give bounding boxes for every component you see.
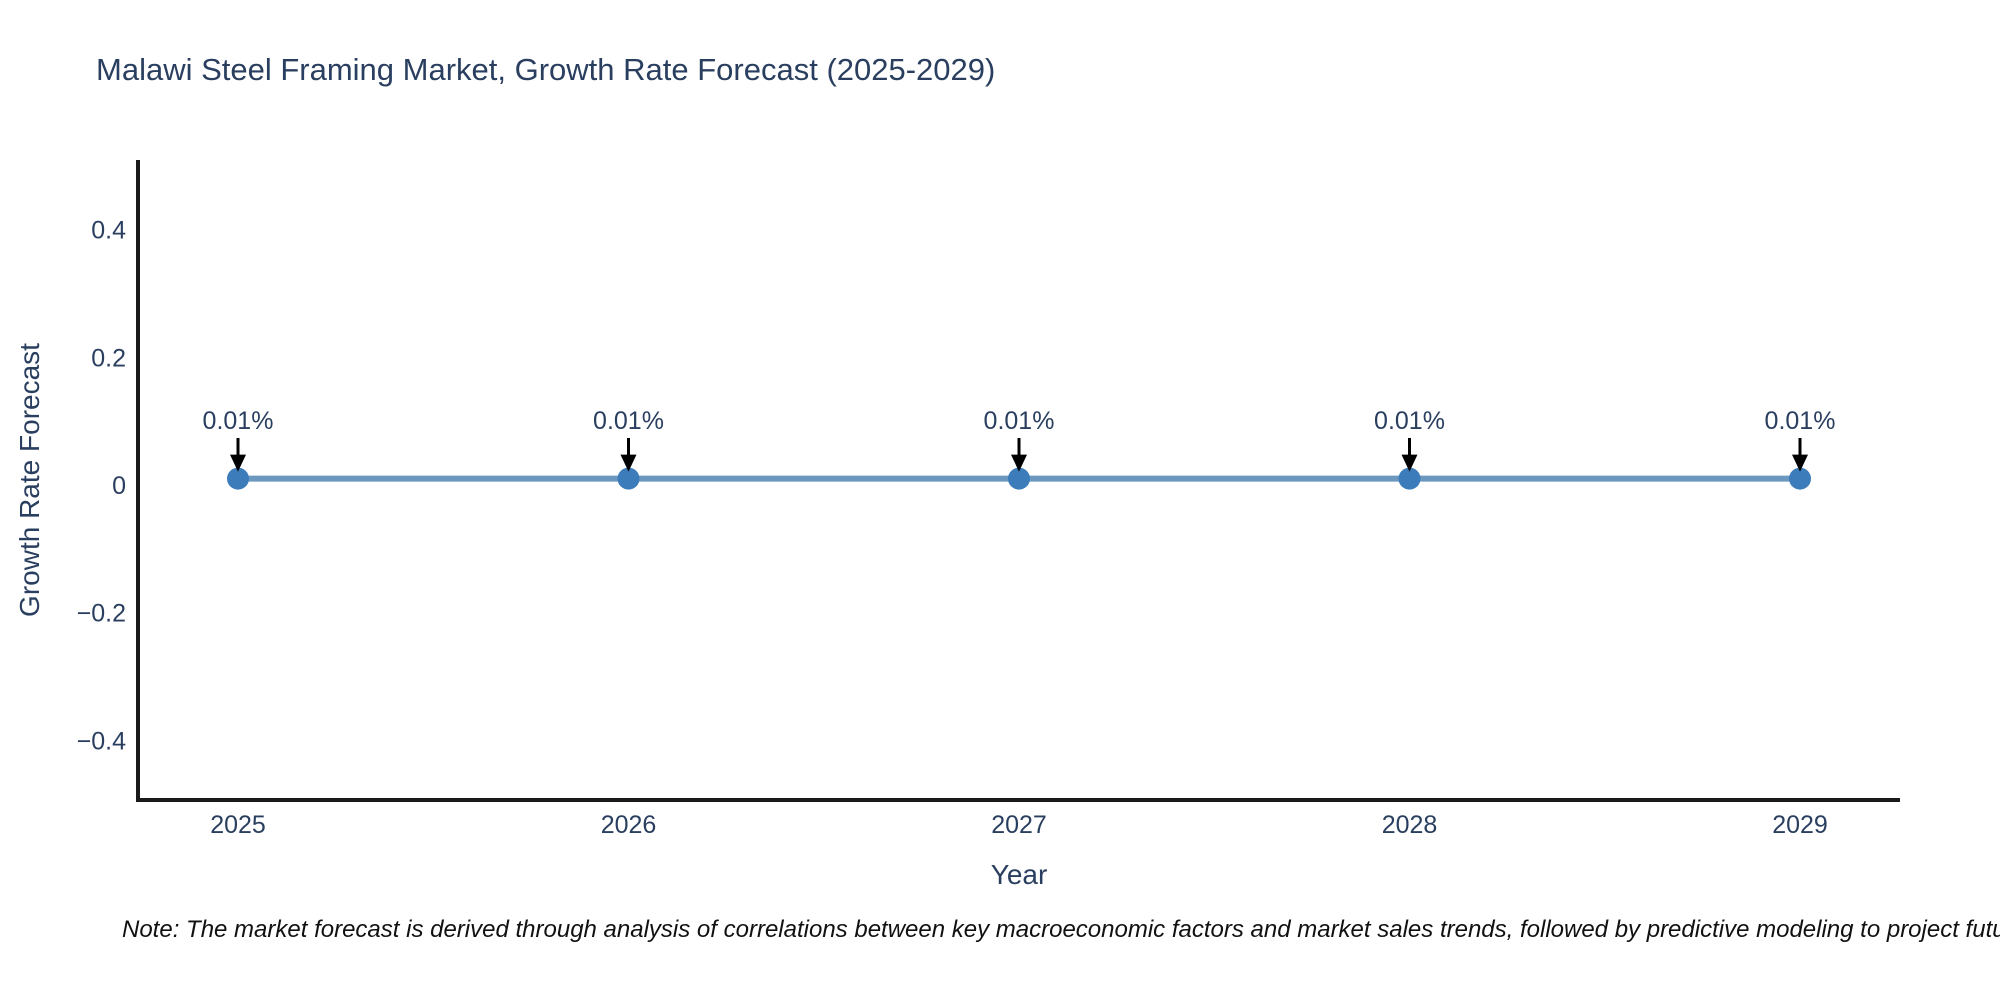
data-point-marker[interactable]: [1789, 467, 1811, 490]
y-tick-label: −0.2: [77, 600, 126, 628]
footnote: Note: The market forecast is derived thr…: [122, 916, 2000, 943]
data-point-marker[interactable]: [617, 467, 640, 490]
annotation-label: 0.01%: [1374, 407, 1445, 435]
y-tick-label: −0.4: [77, 727, 126, 755]
annotation-label: 0.01%: [203, 407, 274, 435]
data-point-marker[interactable]: [1398, 467, 1421, 490]
annotation-arrowhead: [230, 454, 246, 472]
annotation-arrowhead: [1401, 454, 1418, 472]
y-tick-label: 0.4: [91, 217, 126, 245]
x-tick-label: 2026: [601, 811, 657, 839]
data-point-marker[interactable]: [1008, 467, 1030, 490]
chart-title: Malawi Steel Framing Market, Growth Rate…: [96, 52, 996, 87]
x-tick-label: 2025: [210, 811, 266, 839]
x-axis-title: Year: [990, 859, 1048, 890]
axis-lines: [136, 160, 1900, 802]
annotation-arrowhead: [1011, 454, 1027, 472]
x-tick-label: 2027: [991, 811, 1047, 839]
annotation-label: 0.01%: [1765, 407, 1836, 435]
x-tick-label: 2028: [1382, 811, 1438, 839]
x-tick-label: 2029: [1772, 811, 1828, 839]
y-tick-label: 0.2: [91, 344, 126, 372]
annotation-label: 0.01%: [984, 407, 1055, 435]
annotation-label: 0.01%: [593, 407, 664, 435]
y-tick-label: 0: [112, 472, 126, 500]
annotation-arrowhead: [1792, 454, 1808, 472]
annotation-arrowhead: [620, 454, 637, 472]
data-point-marker[interactable]: [227, 467, 249, 490]
